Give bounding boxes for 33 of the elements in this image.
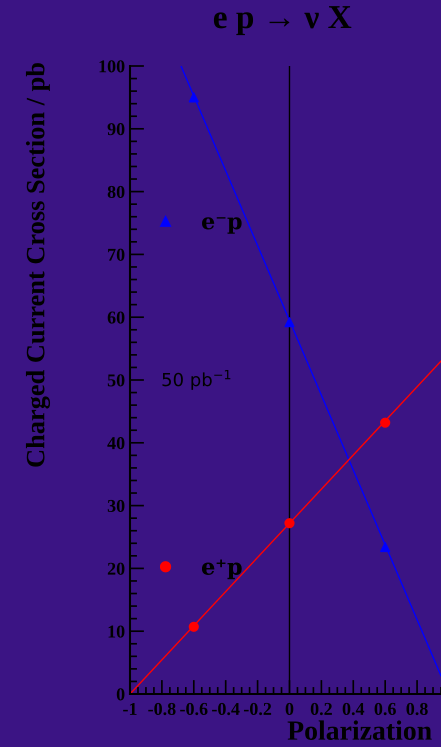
y-tick-label: 20 (108, 562, 124, 575)
y-tick-label: 70 (108, 248, 124, 261)
y-tick-label: 30 (108, 500, 124, 512)
x-tick-label: 0.6 (374, 702, 396, 716)
point (188, 92, 199, 102)
point (380, 542, 390, 552)
point (380, 418, 390, 428)
x-axis-title: Polarization (288, 720, 432, 740)
x-tick-label: 0 (286, 702, 294, 716)
annotation: 50 pb$^{−1}$ (162, 370, 230, 390)
chart-title: e p → ν X (214, 6, 352, 36)
x-tick-label: 0.4 (342, 702, 364, 716)
point (284, 518, 295, 528)
y-tick-label: 100 (100, 60, 124, 72)
x-tick-label: 0.8 (406, 702, 428, 716)
x-tick-label: -0.2 (244, 702, 272, 716)
y-tick-label: 80 (108, 186, 124, 198)
x-tick-label: -1 (123, 702, 137, 715)
y-tick-label: 60 (108, 311, 124, 324)
legend-label: e⁺p (202, 559, 242, 580)
legend-label: e⁻p (202, 217, 242, 234)
point (188, 622, 199, 632)
x-tick-label: 0.2 (310, 702, 332, 716)
y-tick-label: 50 (108, 374, 124, 386)
y-tick-label: 10 (108, 625, 124, 638)
y-tick-label: 90 (108, 123, 124, 136)
y-tick-label: 40 (107, 437, 124, 450)
x-tick-label: -0.6 (180, 702, 208, 716)
x-tick-label: -0.4 (212, 702, 240, 716)
y-tick-label: 0 (116, 688, 124, 700)
point (284, 317, 295, 328)
y-axis-title: Charged Current Cross Section / pb (26, 63, 50, 467)
x-tick-label: -0.8 (148, 702, 176, 716)
